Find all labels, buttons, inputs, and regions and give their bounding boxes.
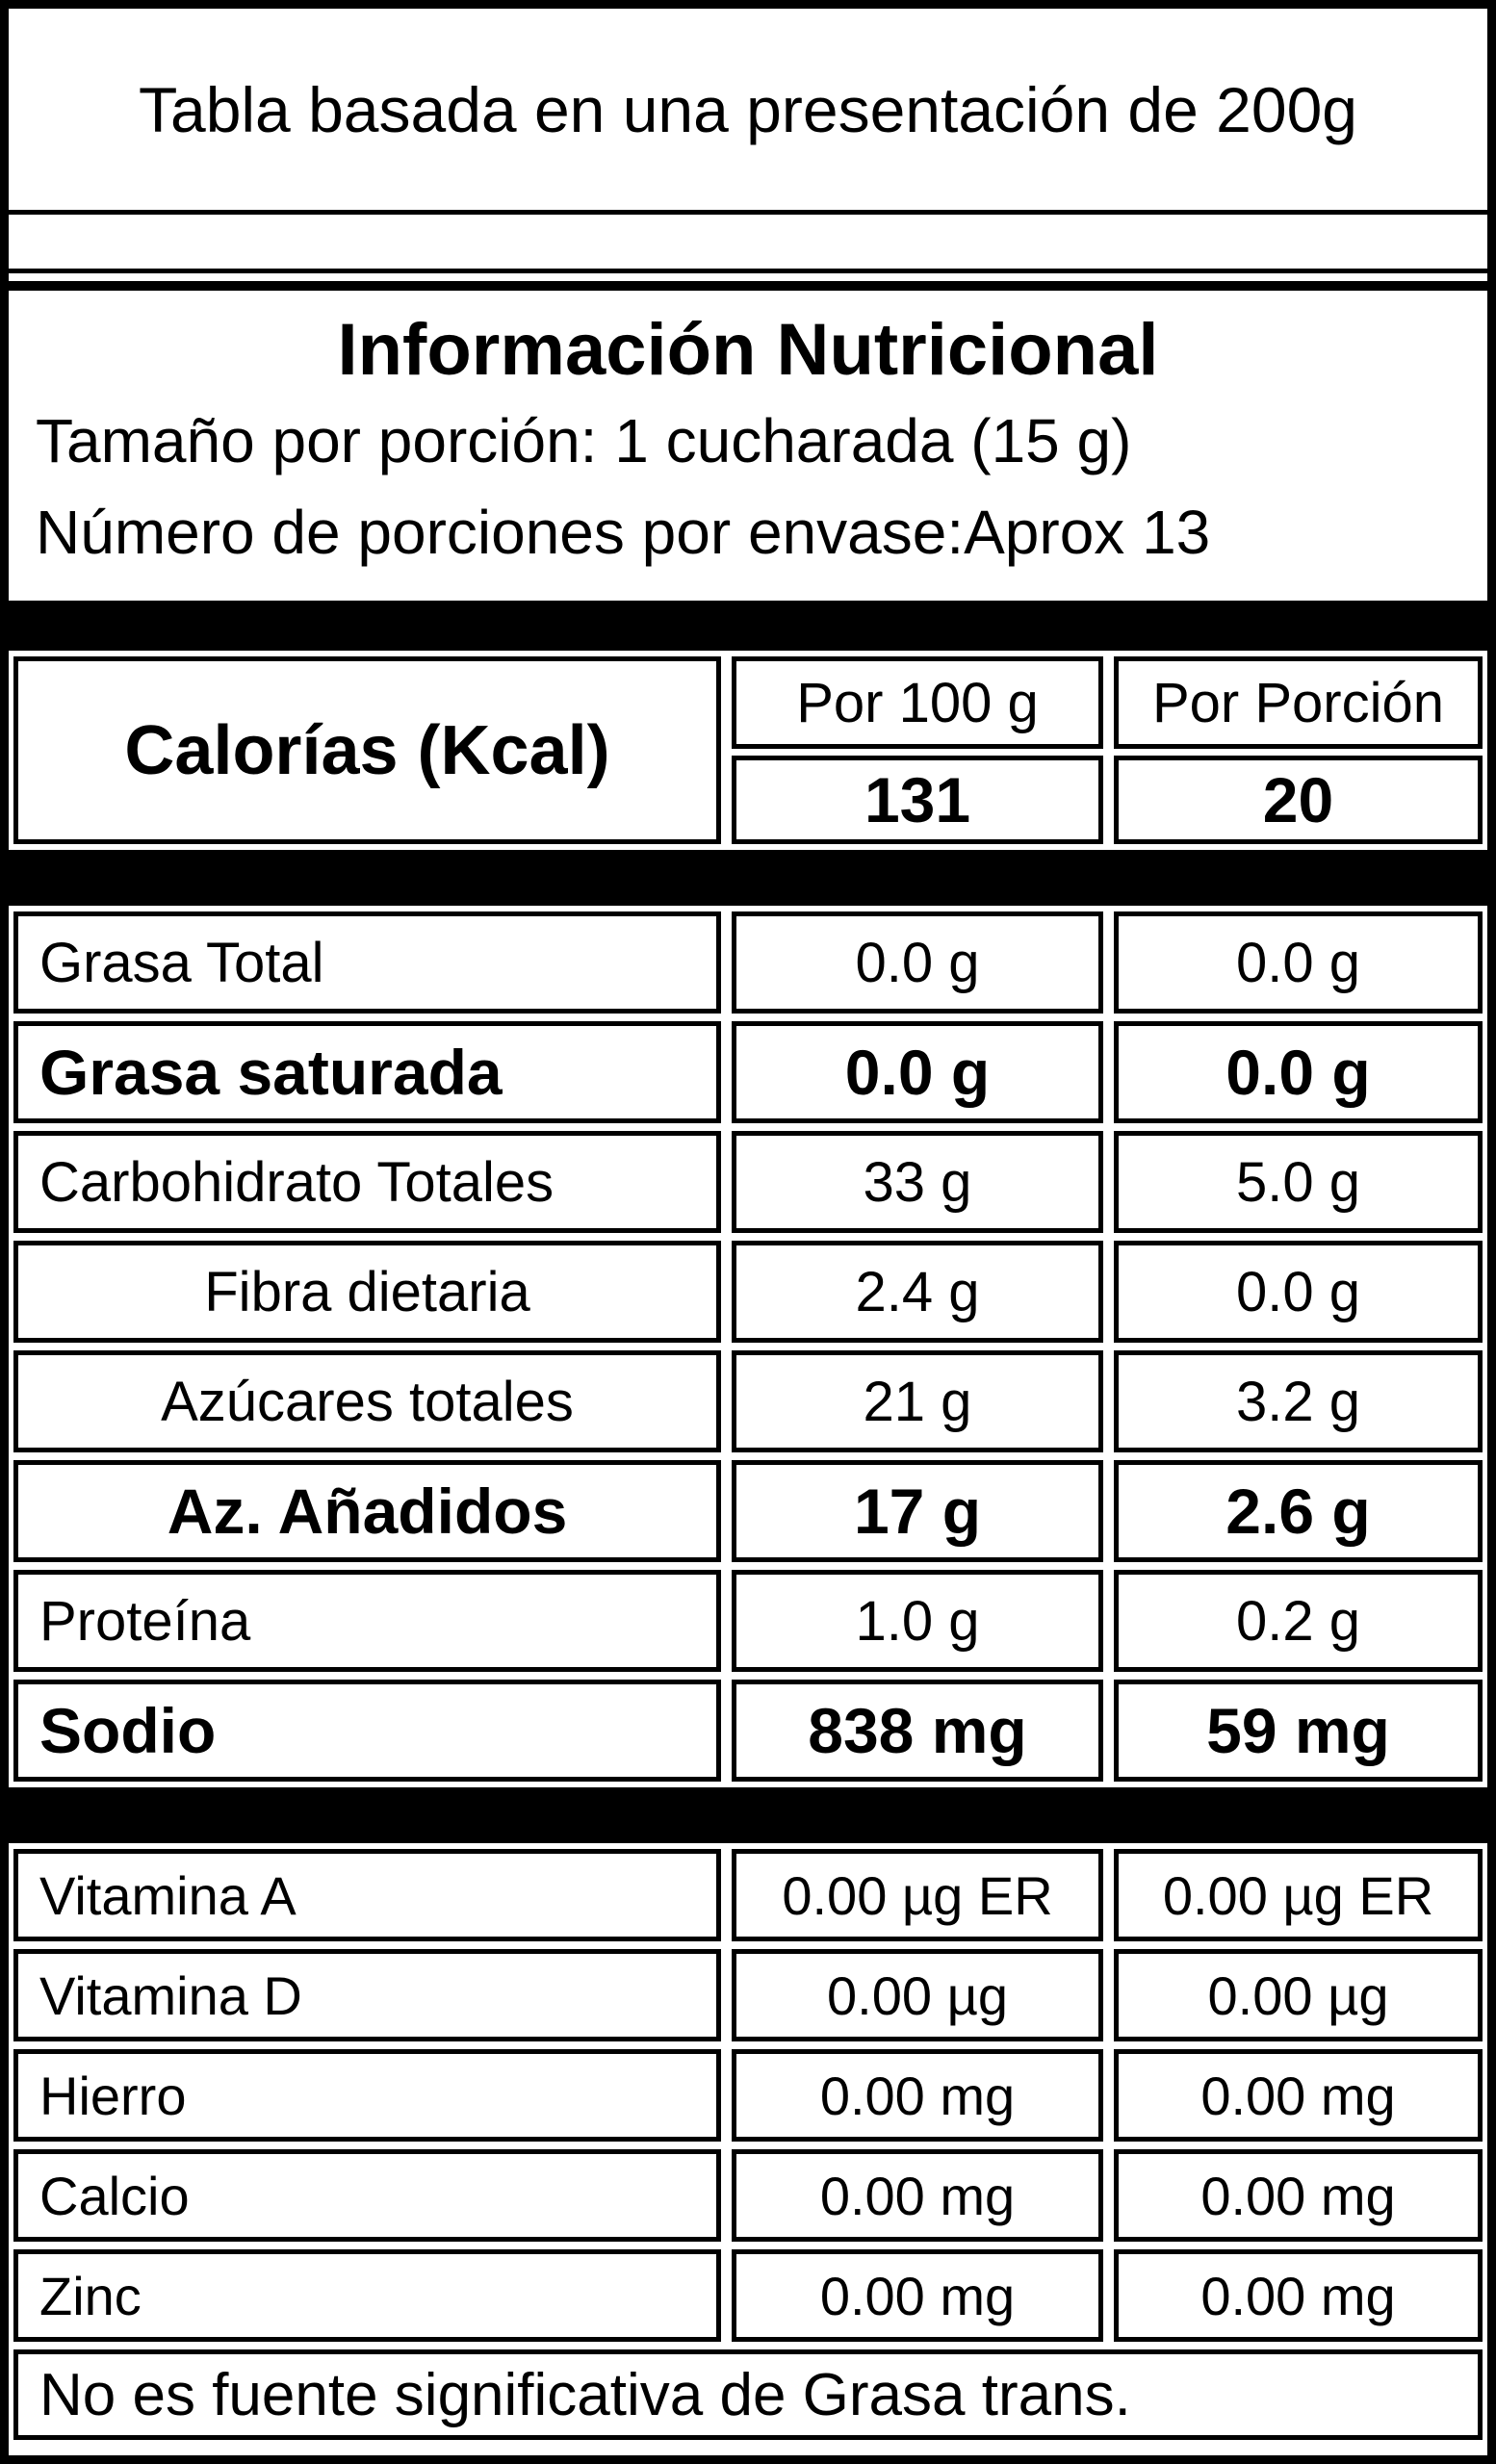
nutrient-label: Grasa Total xyxy=(13,911,721,1014)
nutrient-label: Zinc xyxy=(13,2249,721,2343)
presentation-note: Tabla basada en una presentación de 200g xyxy=(9,9,1487,215)
value-per-100g: 33 g xyxy=(732,1131,1103,1234)
value-per-100g: 17 g xyxy=(732,1460,1103,1563)
value-per-portion: 0.00 mg xyxy=(1114,2149,1483,2243)
calories-per-100g: 131 xyxy=(732,756,1103,845)
calories-per-portion: 20 xyxy=(1114,756,1483,845)
servings-per-container-line: Número de porciones por envase:Aprox 13 xyxy=(36,497,1211,567)
separator-spacer xyxy=(9,273,1487,281)
value-per-portion: 0.00 µg xyxy=(1114,1949,1483,2042)
divider-bar xyxy=(9,850,1487,907)
value-per-portion: 0.00 mg xyxy=(1114,2049,1483,2143)
nutrient-label: Carbohidrato Totales xyxy=(13,1131,721,1234)
value-per-portion: 0.0 g xyxy=(1114,1241,1483,1344)
divider-bar xyxy=(9,1787,1487,1844)
value-per-100g: 1.0 g xyxy=(732,1570,1103,1673)
nutrient-label: Grasa saturada xyxy=(13,1021,721,1124)
nutrients-table: Grasa Total 0.0 g 0.0 g Grasa saturada 0… xyxy=(9,906,1487,1787)
serving-size-line: Tamaño por porción: 1 cucharada (15 g) xyxy=(36,406,1132,475)
nutrient-label: Hierro xyxy=(13,2049,721,2143)
value-per-100g: 0.00 mg xyxy=(732,2249,1103,2343)
value-per-100g: 0.00 mg xyxy=(732,2049,1103,2143)
column-header-per-100g: Por 100 g xyxy=(732,656,1103,750)
nutrient-label: Vitamina D xyxy=(13,1949,721,2042)
value-per-portion: 5.0 g xyxy=(1114,1131,1483,1234)
trans-fat-footnote: No es fuente significativa de Grasa tran… xyxy=(13,2349,1483,2441)
column-header-per-portion: Por Porción xyxy=(1114,656,1483,750)
label-title: Información Nutricional xyxy=(337,309,1159,391)
value-per-100g: 0.0 g xyxy=(732,911,1103,1014)
value-per-100g: 2.4 g xyxy=(732,1241,1103,1344)
micronutrients-table: Vitamina A 0.00 µg ER 0.00 µg ER Vitamin… xyxy=(9,1843,1487,2348)
nutrient-label: Sodio xyxy=(13,1680,721,1783)
calories-section: Calorías (Kcal) Por 100 g Por Porción 13… xyxy=(9,651,1487,850)
value-per-100g: 21 g xyxy=(732,1350,1103,1453)
value-per-portion: 2.6 g xyxy=(1114,1460,1483,1563)
value-per-portion: 0.2 g xyxy=(1114,1570,1483,1673)
value-per-portion: 0.0 g xyxy=(1114,1021,1483,1124)
nutrient-label: Vitamina A xyxy=(13,1849,721,1942)
calories-label-cell: Calorías (Kcal) xyxy=(13,656,721,845)
value-per-100g: 0.0 g xyxy=(732,1021,1103,1124)
value-per-100g: 0.00 µg xyxy=(732,1949,1103,2042)
value-per-portion: 0.00 mg xyxy=(1114,2249,1483,2343)
value-per-portion: 0.00 µg ER xyxy=(1114,1849,1483,1942)
divider-bar xyxy=(9,601,1487,652)
nutrient-label: Fibra dietaria xyxy=(13,1241,721,1344)
presentation-note-text: Tabla basada en una presentación de 200g xyxy=(138,73,1358,145)
value-per-100g: 838 mg xyxy=(732,1680,1103,1783)
value-per-100g: 0.00 µg ER xyxy=(732,1849,1103,1942)
value-per-portion: 3.2 g xyxy=(1114,1350,1483,1453)
value-per-portion: 0.0 g xyxy=(1114,911,1483,1014)
value-per-100g: 0.00 mg xyxy=(732,2149,1103,2243)
nutrient-label: Calcio xyxy=(13,2149,721,2243)
nutrient-label: Az. Añadidos xyxy=(13,1460,721,1563)
value-per-portion: 59 mg xyxy=(1114,1680,1483,1783)
nutrient-label: Proteína xyxy=(13,1570,721,1673)
nutrient-label: Azúcares totales xyxy=(13,1350,721,1453)
header-section: Información Nutricional Tamaño por porci… xyxy=(9,281,1487,601)
separator-gap-row xyxy=(9,215,1487,273)
trans-fat-footnote-text: No es fuente significativa de Grasa tran… xyxy=(39,2361,1131,2428)
